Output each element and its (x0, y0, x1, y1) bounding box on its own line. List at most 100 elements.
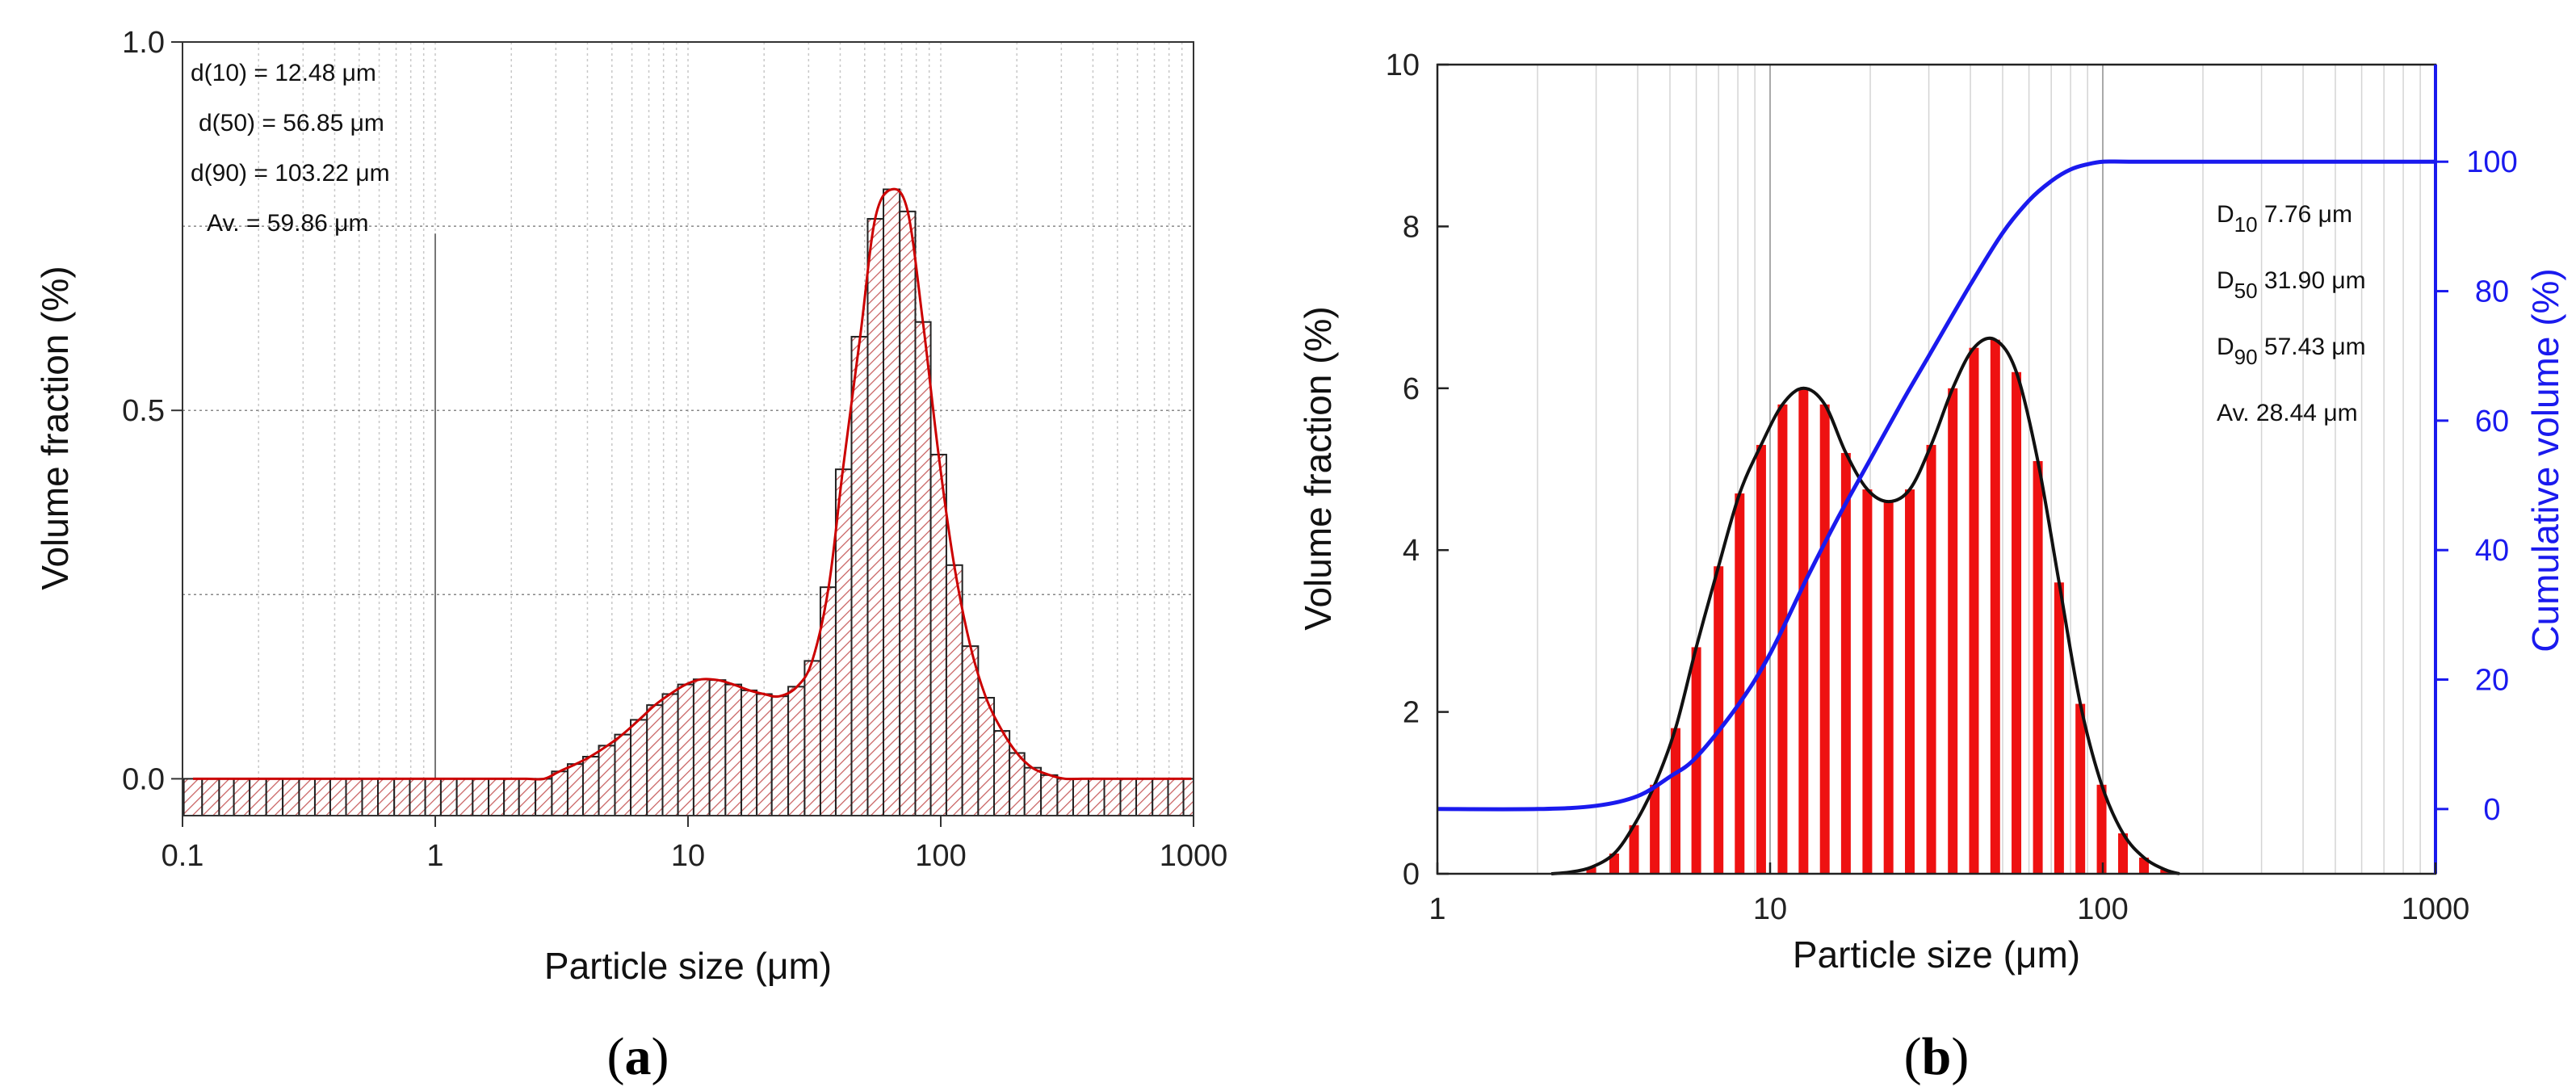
y-tick-label: 0.5 (122, 394, 165, 428)
stats-annotations-b: D10 7.76 μm D50 31.90 μm D90 57.43 μm Av. 2… (2217, 201, 2366, 426)
y-axis-label-a: Volume fraction (%) (34, 266, 76, 590)
bar (1650, 784, 1660, 874)
histogram-bar (566, 763, 584, 817)
y2-tick-label: 20 (2475, 664, 2509, 698)
histogram-bar (551, 770, 568, 816)
histogram-bar (488, 778, 506, 817)
histogram-bar (977, 697, 996, 816)
caption-a: (a) (607, 1027, 669, 1086)
stat-label: d(90) = 103.22 μm (191, 160, 390, 187)
caption-b: (b) (1904, 1027, 1970, 1086)
bar (1735, 493, 1745, 874)
bar (1670, 728, 1680, 874)
plot-frame-b (1437, 65, 2435, 874)
bar (1714, 566, 1724, 874)
histogram-bar (692, 678, 711, 817)
bar (1691, 647, 1701, 874)
histogram-bar (1152, 778, 1169, 817)
cumulative-curve-b (1437, 159, 2435, 812)
bar (1905, 489, 1915, 874)
histogram-bar (503, 778, 520, 817)
y-tick-label: 4 (1403, 534, 1420, 568)
histogram-bar (770, 695, 790, 816)
x-ticks-a: 0.1 1 10 100 1000 (162, 816, 1228, 873)
x-tick-label: 1000 (2402, 892, 2470, 926)
bar (1926, 444, 1936, 874)
bar (2075, 703, 2086, 874)
x-tick-label: 100 (915, 839, 966, 873)
histogram-bar (708, 679, 727, 816)
histogram-bar (518, 778, 537, 817)
histogram-bar (677, 683, 694, 816)
y2-tick-label: 80 (2475, 275, 2509, 309)
y2-tick-label: 60 (2475, 405, 2509, 438)
histogram-bar (834, 468, 853, 817)
histogram-bar (472, 778, 490, 817)
histogram-bar (614, 733, 632, 817)
y-tick-label: 0.0 (122, 762, 165, 796)
histogram-bar (581, 756, 600, 816)
y-tick-label: 6 (1403, 372, 1420, 406)
y-tick-label: 0 (1403, 858, 1420, 892)
histogram-bar (1135, 778, 1154, 817)
histogram-bar (1009, 752, 1026, 817)
bar (1756, 444, 1766, 874)
y-tick-label: 8 (1403, 210, 1420, 244)
y-tick-label: 10 (1386, 48, 1420, 82)
histogram-bar (361, 778, 380, 817)
stat-label: D50 31.90 μm (2217, 267, 2366, 303)
histogram-bar (630, 719, 648, 817)
y2-tick-label: 40 (2475, 534, 2509, 568)
histogram-bar (282, 778, 300, 817)
histogram-bar (439, 778, 458, 817)
histogram-bar (1023, 766, 1043, 817)
x-tick-label: 100 (2077, 892, 2128, 926)
histogram-bar (1119, 778, 1138, 817)
histogram-bar (1087, 778, 1105, 817)
histogram-bar (345, 778, 363, 817)
histogram-bar (756, 693, 773, 817)
bar (1798, 388, 1809, 874)
x-tick-label: 1000 (1160, 839, 1228, 873)
histogram-bar (993, 730, 1011, 816)
histogram-bar (899, 210, 917, 817)
bar (1629, 825, 1639, 874)
histogram-bar (740, 689, 758, 817)
distribution-curve-b (1550, 336, 2180, 875)
y-axis-label-b: Volume fraction (%) (1297, 306, 1339, 630)
bar (2096, 784, 2107, 874)
distribution-curve-a (192, 187, 1192, 781)
histogram-bar (313, 778, 331, 817)
histogram-bar (329, 778, 347, 817)
histogram-bar (1167, 778, 1185, 817)
histogram-bar (646, 704, 664, 817)
histogram-bar (218, 778, 235, 817)
histogram-bar (393, 778, 411, 817)
x-tick-label: 1 (1429, 892, 1445, 926)
histogram-bar (424, 778, 442, 817)
y2-tick-label: 100 (2466, 145, 2517, 179)
histogram-bar (298, 778, 316, 817)
histogram-bar (377, 778, 396, 817)
bar (1883, 501, 1894, 874)
bar (2160, 869, 2171, 874)
bar (1777, 404, 1788, 875)
histogram-bar (866, 217, 885, 816)
histogram-bar (1072, 778, 1089, 817)
bar (1990, 339, 2000, 874)
bar (1586, 867, 1596, 874)
stat-label: Av. 28.44 μm (2217, 400, 2358, 426)
x-axis-label-b: Particle size (μm) (1793, 934, 2080, 976)
x-axis-label-a: Particle size (μm) (544, 945, 832, 987)
histogram-bar (1056, 778, 1074, 817)
x-tick-label: 10 (671, 839, 705, 873)
stats-annotations-a: d(10) = 12.48 μm d(50) = 56.85 μm d(90) = … (191, 60, 390, 237)
histogram-bar (961, 645, 980, 817)
histogram-bar (883, 188, 901, 816)
histogram-bar (787, 686, 806, 816)
y2-tick-label: 0 (2483, 793, 2500, 827)
bar (2054, 582, 2064, 874)
bars-b (1564, 339, 2171, 875)
x-ticks-b: 1 10 100 1000 (1429, 862, 2469, 926)
